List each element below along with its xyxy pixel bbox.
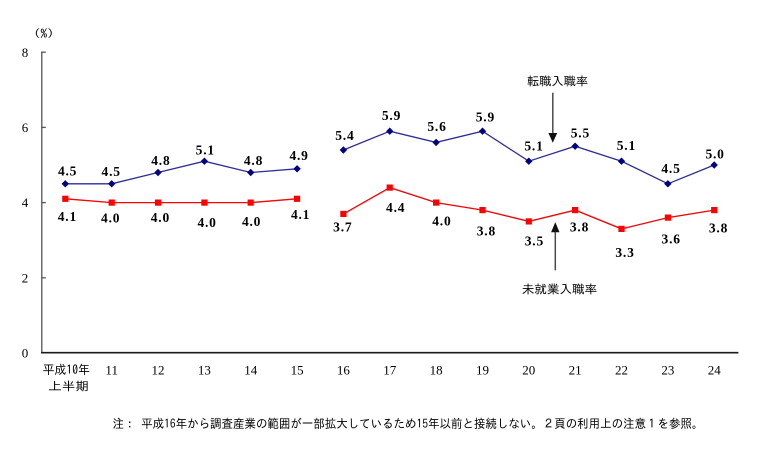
svg-text:4.5: 4.5 [58,164,77,179]
svg-text:4.0: 4.0 [432,214,451,229]
svg-text:22: 22 [615,362,628,377]
svg-text:4.5: 4.5 [102,164,121,179]
svg-text:24: 24 [708,362,722,377]
svg-text:4.0: 4.0 [101,211,120,226]
svg-text:5.9: 5.9 [476,109,495,124]
svg-text:5.5: 5.5 [571,126,590,141]
svg-text:4.0: 4.0 [151,210,170,225]
svg-text:4.1: 4.1 [291,207,310,222]
svg-text:4.8: 4.8 [151,153,170,168]
svg-text:4.8: 4.8 [244,153,263,168]
svg-text:5.0: 5.0 [705,147,724,162]
svg-text:4.5: 4.5 [661,161,680,176]
svg-text:6: 6 [22,120,29,135]
svg-text:4.4: 4.4 [386,200,405,215]
svg-text:4.0: 4.0 [242,214,261,229]
svg-text:18: 18 [430,362,443,377]
svg-text:11: 11 [105,362,118,377]
svg-text:3.5: 3.5 [525,233,544,248]
svg-text:2: 2 [22,270,29,285]
svg-text:8: 8 [22,45,29,60]
svg-text:4.9: 4.9 [289,148,308,163]
svg-text:12: 12 [152,362,165,377]
svg-text:21: 21 [569,362,582,377]
svg-text:5.4: 5.4 [335,128,354,143]
svg-text:13: 13 [198,362,211,377]
svg-text:17: 17 [383,362,397,377]
svg-text:5.1: 5.1 [196,142,215,157]
svg-text:0: 0 [22,346,29,361]
svg-text:5.1: 5.1 [524,139,543,154]
svg-text:5.6: 5.6 [427,119,446,134]
svg-text:14: 14 [244,362,258,377]
svg-text:4.0: 4.0 [197,215,216,230]
svg-text:3.7: 3.7 [333,220,352,235]
svg-text:4: 4 [22,195,29,210]
svg-text:4.1: 4.1 [58,209,77,224]
svg-text:5.1: 5.1 [617,138,636,153]
svg-text:3.8: 3.8 [570,219,589,234]
svg-text:15: 15 [291,362,304,377]
svg-text:3.8: 3.8 [477,224,496,239]
svg-text:3.3: 3.3 [615,245,634,260]
svg-text:16: 16 [337,362,351,377]
svg-text:5.9: 5.9 [382,108,401,123]
svg-text:23: 23 [661,362,674,377]
svg-text:20: 20 [522,362,535,377]
svg-text:3.8: 3.8 [709,221,728,236]
svg-text:3.6: 3.6 [662,232,681,247]
svg-text:19: 19 [476,362,489,377]
